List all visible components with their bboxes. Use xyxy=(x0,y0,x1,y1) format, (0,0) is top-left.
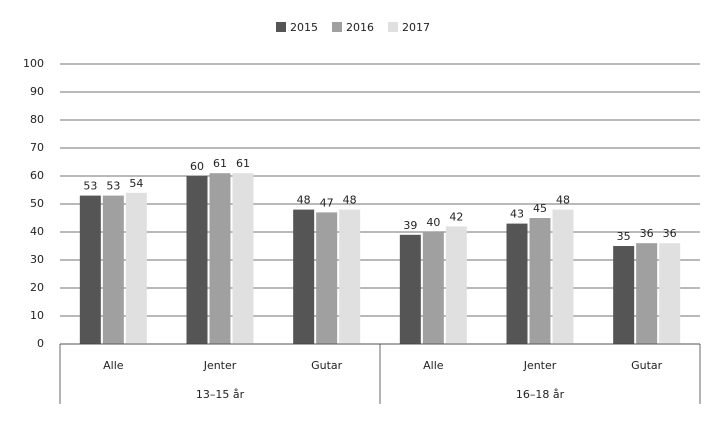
value-label: 61 xyxy=(236,157,250,170)
x-tick-label: Alle xyxy=(103,359,124,372)
legend-swatch xyxy=(388,22,398,32)
group-label: 13–15 år xyxy=(196,388,245,401)
value-label: 60 xyxy=(190,160,204,173)
y-tick-label: 40 xyxy=(30,225,44,238)
bar xyxy=(529,218,551,344)
bar xyxy=(636,243,658,344)
bar xyxy=(209,173,231,344)
x-tick-label: Jenter xyxy=(203,359,237,372)
bar xyxy=(399,234,421,344)
bar xyxy=(659,243,681,344)
value-label: 40 xyxy=(426,216,440,229)
x-tick-label: Gutar xyxy=(311,359,343,372)
bar xyxy=(79,195,101,344)
legend-label: 2017 xyxy=(402,21,430,34)
legend-swatch xyxy=(332,22,342,32)
value-label: 39 xyxy=(403,219,417,232)
bar xyxy=(613,246,635,344)
legend-swatch xyxy=(276,22,286,32)
y-tick-label: 70 xyxy=(30,141,44,154)
bar xyxy=(293,209,315,344)
bar xyxy=(186,176,208,344)
bar xyxy=(552,209,574,344)
value-label: 48 xyxy=(343,194,357,207)
bar xyxy=(125,192,147,344)
y-tick-label: 60 xyxy=(30,169,44,182)
value-label: 43 xyxy=(510,208,524,221)
bar xyxy=(506,223,528,344)
y-tick-label: 0 xyxy=(37,337,44,350)
value-label: 42 xyxy=(449,210,463,223)
value-label: 47 xyxy=(320,196,334,209)
value-label: 54 xyxy=(129,177,143,190)
bar xyxy=(232,173,254,344)
value-label: 48 xyxy=(556,194,570,207)
value-label: 45 xyxy=(533,202,547,215)
x-tick-label: Jenter xyxy=(523,359,557,372)
y-tick-label: 30 xyxy=(30,253,44,266)
bar xyxy=(316,212,338,344)
legend-label: 2015 xyxy=(290,21,318,34)
value-label: 48 xyxy=(297,194,311,207)
value-label: 53 xyxy=(83,180,97,193)
y-tick-label: 80 xyxy=(30,113,44,126)
bar xyxy=(422,232,444,344)
y-tick-label: 90 xyxy=(30,85,44,98)
value-label: 53 xyxy=(106,180,120,193)
group-label: 16–18 år xyxy=(516,388,565,401)
value-label: 36 xyxy=(663,227,677,240)
value-label: 36 xyxy=(640,227,654,240)
y-tick-label: 10 xyxy=(30,309,44,322)
x-tick-label: Gutar xyxy=(631,359,663,372)
bar xyxy=(445,226,467,344)
legend-label: 2016 xyxy=(346,21,374,34)
bar xyxy=(339,209,361,344)
value-label: 35 xyxy=(617,230,631,243)
y-tick-label: 100 xyxy=(23,57,44,70)
bar xyxy=(102,195,124,344)
y-tick-label: 50 xyxy=(30,197,44,210)
value-label: 61 xyxy=(213,157,227,170)
x-tick-label: Alle xyxy=(423,359,444,372)
y-tick-label: 20 xyxy=(30,281,44,294)
